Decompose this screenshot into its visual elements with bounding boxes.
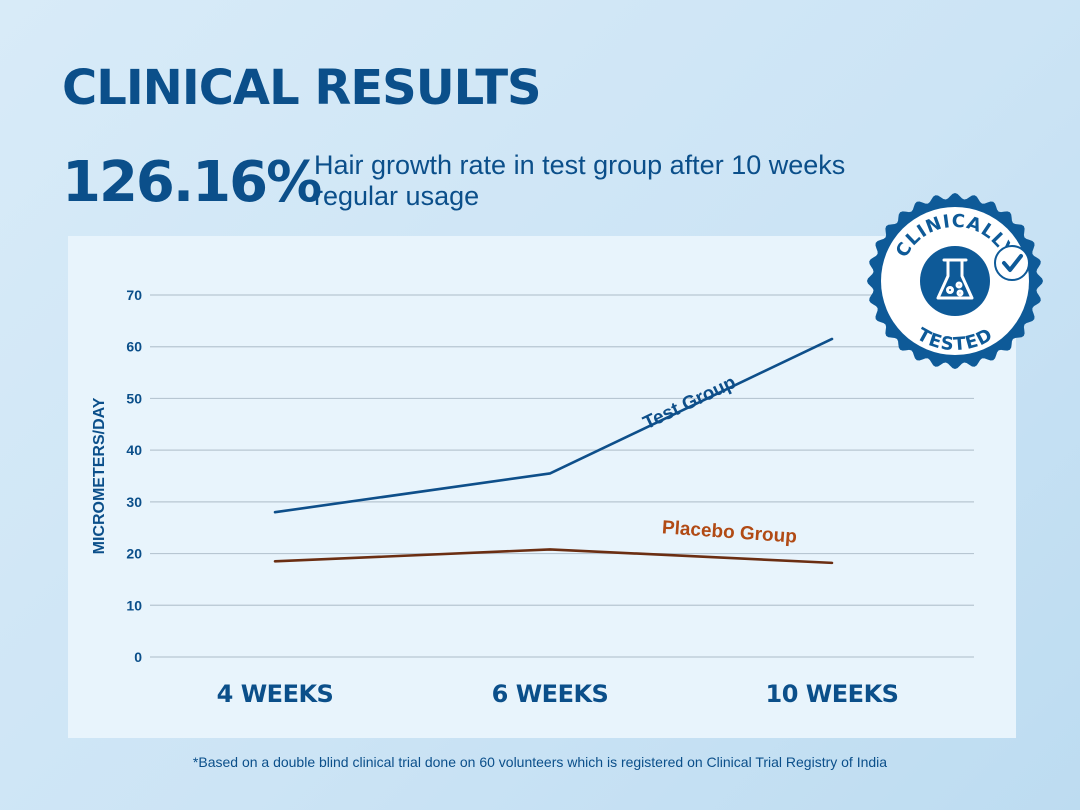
headline-stat-description: Hair growth rate in test group after 10 …	[314, 150, 846, 211]
flask-icon	[936, 258, 974, 300]
footnote: *Based on a double blind clinical trial …	[192, 754, 888, 770]
y-tick-label: 70	[126, 287, 142, 303]
y-tick-label: 10	[126, 597, 142, 613]
clinically-tested-badge: CLINICALLY TESTED	[864, 190, 1046, 372]
checkmark-icon	[994, 245, 1030, 281]
y-tick-label: 40	[126, 442, 142, 458]
badge-center-disc	[920, 246, 990, 316]
x-category-label: 6 WEEKS	[492, 680, 609, 708]
y-tick-label: 30	[126, 494, 142, 510]
y-tick-label: 50	[126, 390, 142, 406]
x-category-label: 10 WEEKS	[766, 680, 899, 708]
line-chart: 0 10 20 30 40 50 60 70 4 WEEKS 6 WEEKS 10 WEEKS T…	[91, 287, 974, 708]
y-tick-label: 20	[126, 546, 142, 562]
x-category-label: 4 WEEKS	[217, 680, 334, 708]
placebo-group-line	[273, 548, 834, 565]
y-tick-label: 0	[134, 649, 142, 665]
test-group-label: Test Group	[640, 372, 739, 434]
test-group-line	[273, 337, 834, 514]
y-tick-label: 60	[126, 339, 142, 355]
page-title: CLINICAL RESULTS	[62, 60, 542, 116]
chart-panel: 0 10 20 30 40 50 60 70 4 WEEKS 6 WEEKS 10 WEEKS T…	[68, 236, 1016, 738]
placebo-group-label: Placebo Group	[661, 517, 797, 547]
headline-stat-value: 126.16%	[62, 150, 322, 215]
y-axis-label: MICROMETERS/DAY	[91, 397, 108, 554]
